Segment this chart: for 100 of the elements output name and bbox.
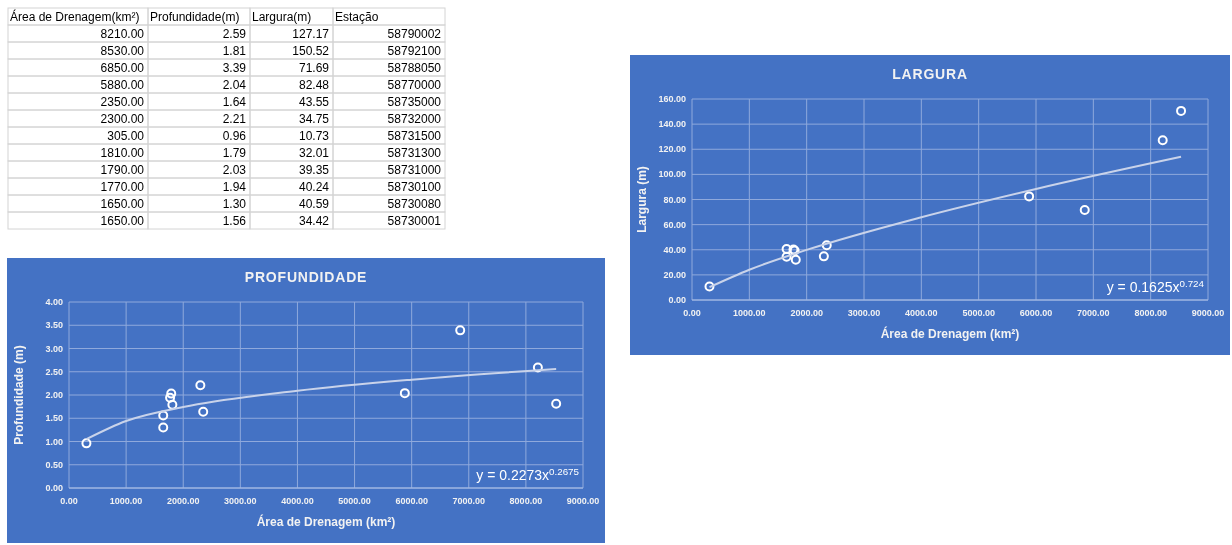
x-tick-label: 4000.00	[905, 308, 938, 318]
text: 34.75	[298, 112, 330, 126]
chart-title: LARGURA	[892, 66, 968, 82]
text: 10.73	[298, 129, 330, 143]
x-tick-label: 7000.00	[1077, 308, 1110, 318]
text: 1.94	[222, 180, 247, 194]
text: 58792100	[387, 44, 442, 58]
text: 58730001	[387, 214, 442, 228]
text: 150.52	[292, 44, 330, 58]
x-tick-label: 6000.00	[395, 496, 428, 506]
text: 1790.00	[100, 163, 145, 177]
y-tick-label: 20.00	[663, 269, 686, 280]
text: 58790002	[387, 27, 442, 41]
text: 8530.00	[100, 44, 145, 58]
text: 1.56	[222, 214, 247, 228]
y-tick-label: 1.00	[45, 436, 63, 447]
text: 2.04	[222, 78, 247, 92]
y-tick-label: 3.50	[45, 320, 63, 331]
text: 2300.00	[100, 112, 145, 126]
point	[158, 410, 169, 421]
x-tick-label: 3000.00	[224, 496, 257, 506]
y-tick-label: 40.00	[663, 244, 686, 255]
text: 58730100	[387, 180, 442, 194]
text: 40.59	[298, 197, 330, 211]
x-tick-label: 9000.00	[566, 496, 600, 506]
text: 71.69	[298, 61, 330, 75]
point	[1024, 191, 1035, 202]
point	[781, 244, 792, 255]
point	[198, 406, 209, 417]
text: 3.39	[222, 61, 247, 75]
x-tick-label: 6000.00	[1019, 308, 1053, 318]
y-tick-label: 4.00	[45, 297, 63, 307]
text: 2.03	[222, 163, 247, 177]
text: 127.17	[292, 27, 330, 41]
x-axis-title: Área de Drenagem (km²)	[880, 326, 1020, 341]
text: 58731300	[387, 146, 442, 160]
text: 58732000	[387, 112, 442, 126]
y-tick-label: 1.50	[45, 413, 63, 424]
x-tick-label: 0.00	[60, 496, 78, 506]
point	[1176, 105, 1187, 116]
text: 0.96	[222, 129, 247, 143]
text: Área de Drenagem(km²)	[10, 9, 140, 24]
text: 58770000	[387, 78, 442, 92]
point	[195, 380, 206, 391]
annotation: y = 0.1625x$^{0.724}$	[1106, 277, 1205, 295]
text: 32.01	[298, 146, 330, 160]
x-tick-label: 1000.00	[733, 308, 766, 318]
point	[81, 438, 92, 449]
point	[818, 251, 829, 262]
point	[1079, 204, 1090, 215]
text: 1770.00	[100, 180, 145, 194]
text: 305.00	[107, 129, 145, 143]
point	[399, 388, 410, 399]
y-tick-label: 2.50	[45, 366, 63, 377]
text: 5880.00	[100, 78, 145, 92]
y-tick-label: 100.00	[658, 169, 686, 180]
chart-title: PROFUNDIDADE	[244, 269, 368, 285]
y-tick-label: 0.50	[45, 459, 63, 470]
x-tick-label: 5000.00	[338, 496, 371, 506]
point	[166, 388, 177, 399]
y-tick-label: 60.00	[663, 219, 686, 230]
x-tick-label: 8000.00	[1134, 308, 1167, 318]
text: 2.59	[222, 27, 247, 41]
x-tick-label: 7000.00	[452, 496, 486, 506]
text: 34.42	[298, 214, 330, 228]
text: 40.24	[298, 180, 330, 194]
text: 82.48	[298, 78, 330, 92]
y-tick-label: 160.00	[658, 94, 686, 104]
text: Profundidade(m)	[150, 10, 240, 24]
text: 58735000	[387, 95, 442, 109]
text: 58731000	[387, 163, 442, 177]
y-tick-label: 2.00	[45, 390, 63, 400]
text: 2350.00	[100, 95, 145, 109]
y-tick-label: 120.00	[658, 144, 686, 155]
text: 1650.00	[100, 214, 145, 228]
text: 58730080	[387, 197, 442, 211]
text: 1.30	[222, 197, 247, 211]
y-tick-label: 3.00	[45, 343, 63, 354]
x-tick-label: 8000.00	[509, 496, 543, 506]
x-tick-label: 1000.00	[109, 496, 143, 506]
y-tick-label: 0.00	[668, 295, 686, 305]
point	[551, 398, 562, 409]
x-tick-label: 9000.00	[1191, 308, 1225, 318]
x-tick-label: 3000.00	[847, 308, 881, 318]
point	[790, 254, 801, 265]
text: Largura(m)	[252, 10, 312, 24]
point	[781, 251, 792, 262]
text: 1.64	[222, 95, 247, 109]
y-tick-label: 0.00	[45, 483, 63, 493]
x-tick-label: 0.00	[683, 308, 701, 318]
text: 6850.00	[100, 61, 145, 75]
text: 1810.00	[100, 146, 145, 160]
point	[165, 392, 176, 403]
text: 1650.00	[100, 197, 145, 211]
x-tick-label: 2000.00	[790, 308, 823, 318]
text: 58788050	[387, 61, 442, 75]
point	[167, 399, 178, 410]
point	[158, 422, 169, 433]
x-tick-label: 2000.00	[166, 496, 200, 506]
x-axis-title: Área de Drenagem (km²)	[256, 514, 396, 529]
